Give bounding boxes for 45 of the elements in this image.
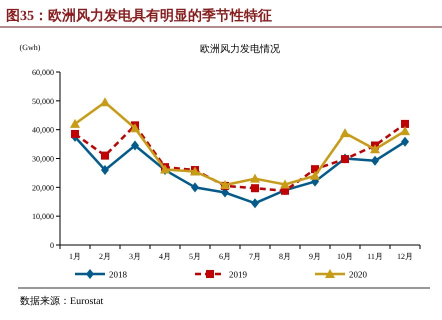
legend-label: 2018	[109, 270, 128, 280]
x-tick-label: 2月	[99, 252, 111, 261]
point	[401, 120, 409, 128]
x-tick-label: 6月	[219, 252, 231, 261]
point	[71, 130, 79, 138]
source-note: 数据来源：Eurostat	[20, 295, 104, 307]
x-tick-label: 10月	[337, 252, 353, 261]
point	[250, 174, 260, 183]
point	[101, 152, 109, 160]
x-tick-label: 4月	[159, 252, 171, 261]
x-tick-label: 11月	[367, 252, 383, 261]
point	[131, 140, 139, 151]
x-tick-label: 12月	[397, 252, 413, 261]
x-tick-label: 7月	[249, 252, 261, 261]
point	[280, 179, 290, 188]
point	[340, 128, 350, 138]
point	[101, 165, 109, 176]
y-axis-title: (Gwh)	[20, 43, 41, 52]
point	[401, 136, 409, 147]
point	[130, 123, 140, 132]
x-tick-label: 9月	[309, 252, 321, 261]
x-tick-label: 5月	[189, 252, 201, 261]
chart-subtitle: 欧洲风力发电情况	[200, 43, 280, 55]
chart-title: 图35：欧洲风力发电具有明显的季节性特征	[6, 7, 272, 24]
legend-label: 2020	[349, 270, 368, 280]
point	[251, 198, 259, 208]
point	[370, 144, 380, 154]
y-tick-label: 50,000	[32, 96, 54, 106]
point	[310, 170, 320, 180]
point	[400, 126, 410, 136]
point	[70, 118, 80, 128]
point	[371, 156, 379, 166]
y-tick-label: 20,000	[32, 183, 54, 192]
y-tick-label: 10,000	[32, 212, 54, 222]
point	[100, 97, 110, 106]
y-tick-label: 40,000	[32, 126, 54, 135]
legend-label: 2019	[229, 270, 248, 280]
x-tick-label: 8月	[279, 252, 291, 261]
x-tick-label: 1月	[69, 252, 81, 261]
y-tick-label: 30,000	[32, 154, 54, 164]
y-tick-label: 0	[50, 241, 54, 250]
point	[251, 184, 259, 192]
x-tick-label: 3月	[129, 252, 141, 261]
y-tick-label: 60,000	[32, 68, 54, 77]
point	[191, 182, 199, 192]
